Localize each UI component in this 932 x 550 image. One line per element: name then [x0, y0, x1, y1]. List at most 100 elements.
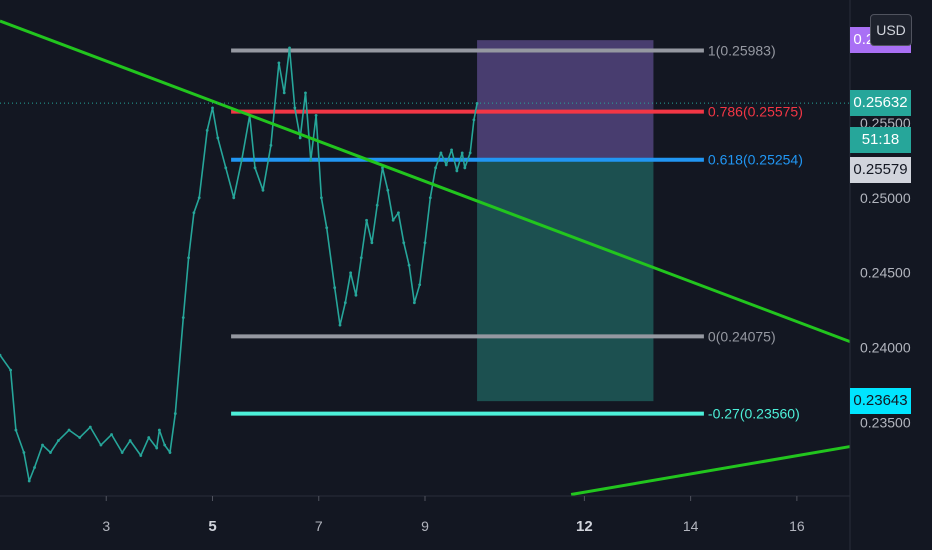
price-tick-label: 0.24500 — [860, 265, 911, 281]
fib-level-label: 0.786(0.25575) — [708, 104, 803, 120]
trendline — [570, 445, 851, 496]
price-point — [211, 106, 214, 110]
price-point — [205, 128, 209, 132]
price-point — [110, 433, 113, 436]
price-point — [365, 218, 368, 222]
price-point — [309, 158, 313, 162]
price-point — [325, 226, 329, 230]
price-point — [216, 136, 220, 140]
fib-level-label: 0.618(0.25254) — [708, 152, 803, 168]
price-point — [9, 368, 13, 372]
price-tick-label: 0.24000 — [860, 340, 911, 356]
price-point — [181, 316, 185, 320]
price-point — [120, 451, 124, 454]
price-point — [463, 166, 467, 170]
currency-button[interactable]: USD — [870, 14, 912, 46]
price-point — [418, 283, 422, 287]
price-tag: 0.25579 — [850, 157, 911, 184]
price-point — [27, 479, 31, 483]
price-point — [402, 241, 406, 245]
time-tick-label: 12 — [576, 518, 593, 535]
time-tick-label: 5 — [208, 518, 216, 535]
price-point — [22, 451, 26, 454]
time-tick-label: 9 — [421, 518, 429, 534]
price-point — [282, 91, 286, 95]
price-point — [88, 425, 92, 429]
target-zone — [477, 159, 654, 402]
price-point — [253, 166, 257, 170]
price-point — [128, 439, 132, 442]
price-point — [261, 188, 265, 192]
position-tool[interactable] — [477, 40, 654, 402]
price-point — [370, 241, 374, 245]
price-point — [269, 143, 273, 147]
price-point — [434, 166, 438, 170]
price-point — [439, 151, 443, 155]
price-tag: 0.23643 — [850, 388, 911, 415]
price-point — [455, 169, 459, 173]
trendline — [0, 19, 851, 344]
price-point — [359, 256, 363, 260]
price-point — [407, 263, 411, 267]
price-point — [224, 166, 228, 170]
price-point — [168, 451, 172, 454]
price-point — [187, 256, 190, 260]
price-tag: 0.25632 — [850, 90, 911, 117]
price-point — [155, 446, 159, 450]
price-point — [298, 136, 302, 140]
price-point — [197, 196, 201, 200]
price-point — [450, 148, 453, 152]
price-point — [320, 196, 323, 200]
price-point — [232, 196, 236, 200]
price-point — [157, 428, 161, 432]
price-point — [314, 113, 318, 117]
price-point — [288, 46, 291, 50]
price-point — [41, 443, 44, 447]
time-axis[interactable]: 3 5 7 9 12 14 16 — [102, 496, 805, 535]
price-point — [139, 454, 143, 457]
price-point — [354, 293, 358, 297]
price-point — [460, 151, 464, 155]
price-point — [343, 301, 347, 305]
price-series — [0, 46, 479, 483]
price-point — [99, 443, 103, 447]
price-tick-label: 0.25000 — [860, 190, 911, 206]
price-tick-label: 0.25500 — [860, 115, 911, 131]
price-point — [472, 118, 476, 122]
time-tick-label: 14 — [683, 518, 699, 534]
price-point — [173, 412, 177, 415]
price-point — [0, 353, 2, 357]
price-point — [423, 241, 427, 245]
price-point — [391, 218, 395, 222]
trendlines[interactable] — [0, 19, 851, 496]
price-point — [78, 436, 82, 439]
price-point — [57, 439, 60, 442]
price-point — [67, 428, 71, 432]
price-point — [428, 196, 432, 200]
price-point — [33, 466, 36, 469]
price-line — [0, 47, 478, 482]
price-point — [147, 436, 151, 439]
price-tick-label: 0.23500 — [860, 415, 911, 431]
price-point — [412, 301, 416, 305]
stop-zone — [477, 40, 654, 160]
price-point — [277, 61, 281, 65]
time-tick-label: 7 — [315, 518, 323, 534]
price-point — [338, 323, 342, 327]
price-point — [163, 443, 167, 447]
fib-level-label: 1(0.25983) — [708, 42, 776, 58]
price-point — [386, 188, 390, 192]
fib-level-label: -0.27(0.23560) — [708, 406, 800, 422]
time-tick-label: 3 — [102, 518, 110, 534]
price-point — [293, 106, 297, 110]
price-point — [444, 163, 448, 167]
price-point — [397, 211, 400, 215]
price-point — [14, 428, 18, 432]
price-point — [375, 203, 379, 207]
price-point — [49, 451, 52, 454]
fib-level-label: 0(0.24075) — [708, 328, 776, 344]
price-point — [349, 271, 353, 275]
price-tag: 51:18 — [850, 127, 911, 154]
price-point — [192, 211, 196, 215]
